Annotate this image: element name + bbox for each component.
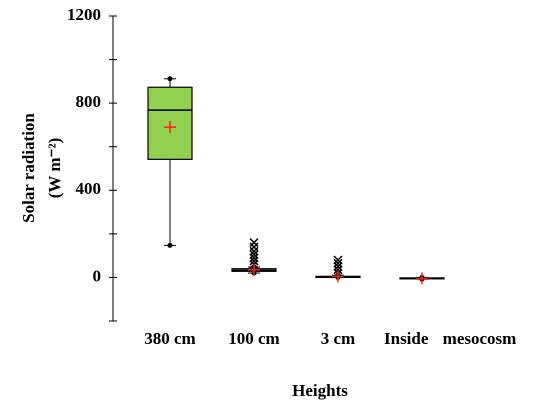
outlier — [249, 250, 259, 260]
outlier — [249, 242, 259, 252]
mean-marker — [332, 270, 344, 283]
outlier — [333, 262, 343, 272]
outlier — [333, 255, 343, 265]
whisker-end — [167, 76, 173, 82]
whisker-end — [167, 242, 173, 248]
outlier — [249, 253, 259, 263]
x-tick-label: 3 cm — [321, 329, 355, 348]
x-axis-title: Heights — [292, 381, 348, 400]
mean-marker — [248, 263, 260, 276]
mean-marker — [164, 121, 176, 134]
y-tick-label: 1200 — [67, 5, 101, 24]
x-tick-label: 380 cm — [144, 329, 195, 348]
outlier — [333, 258, 343, 268]
x-tick-label: Inside mesocosm — [384, 329, 516, 348]
y-tick-label: 400 — [76, 179, 102, 198]
y-axis-unit: (W m⁻²) — [45, 138, 64, 199]
outlier — [333, 265, 343, 275]
y-tick-label: 0 — [93, 266, 102, 285]
y-tick-label: 800 — [76, 92, 102, 111]
outlier — [249, 256, 259, 266]
outlier — [249, 238, 259, 248]
x-tick-label: 100 cm — [228, 329, 279, 348]
y-axis-title: Solar radiation — [19, 113, 38, 223]
mean-marker — [416, 272, 428, 285]
